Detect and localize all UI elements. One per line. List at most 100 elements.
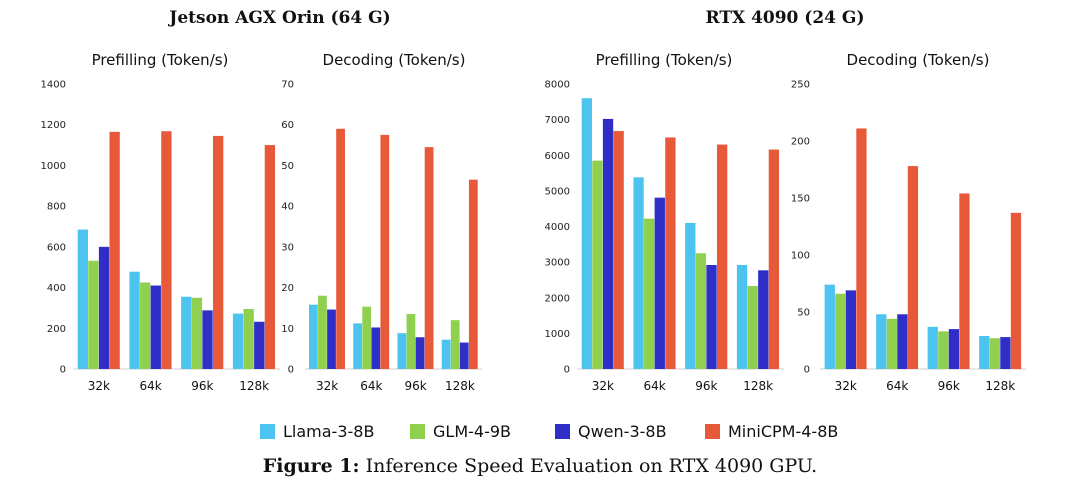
y-tick-label: 6000	[545, 151, 570, 162]
bar	[202, 310, 213, 369]
bar	[77, 229, 88, 369]
legend-swatch-glm	[410, 424, 425, 439]
bar	[98, 246, 110, 369]
y-tick-label: 0	[804, 365, 810, 376]
x-tick-label: 128k	[445, 379, 475, 393]
bar	[371, 327, 381, 369]
bar	[140, 282, 151, 369]
bar	[88, 260, 99, 369]
legend-item-minicpm: MiniCPM-4-8B	[705, 422, 838, 441]
bar	[243, 308, 254, 369]
y-tick-label: 250	[791, 80, 810, 91]
y-tick-label: 0	[60, 365, 66, 376]
bar	[633, 177, 644, 369]
bar	[581, 98, 592, 369]
bar	[353, 323, 363, 369]
bar	[886, 318, 897, 369]
figure-caption-text: Inference Speed Evaluation on RTX 4090 G…	[359, 455, 818, 477]
bar	[308, 304, 318, 369]
bar	[845, 290, 857, 369]
legend-label-glm: GLM-4-9B	[433, 422, 511, 441]
x-tick-label: 32k	[835, 379, 857, 393]
bar	[959, 193, 970, 369]
bar	[768, 149, 780, 369]
y-tick-label: 200	[47, 324, 66, 335]
x-tick-label: 96k	[191, 379, 213, 393]
group-title-rtx4090: RTX 4090 (24 G)	[705, 8, 865, 28]
bar	[380, 134, 390, 369]
y-tick-label: 4000	[545, 222, 570, 233]
y-tick-label: 1200	[41, 120, 66, 131]
bar	[232, 313, 244, 369]
y-tick-label: 30	[281, 242, 294, 253]
y-tick-label: 5000	[545, 186, 570, 197]
bar	[415, 337, 425, 369]
legend: Llama-3-8B GLM-4-9B Qwen-3-8B MiniCPM-4-…	[0, 422, 1080, 446]
y-tick-label: 100	[791, 251, 810, 262]
x-tick-label: 32k	[316, 379, 338, 393]
bar	[907, 166, 919, 369]
bar	[1010, 212, 1022, 369]
bar	[644, 218, 655, 369]
bar	[254, 321, 265, 369]
bar	[129, 271, 140, 369]
y-tick-label: 60	[281, 120, 294, 131]
legend-item-llama: Llama-3-8B	[260, 422, 374, 441]
bar	[109, 131, 120, 369]
x-tick-label: 32k	[88, 379, 110, 393]
bar	[602, 118, 614, 369]
bar	[948, 329, 960, 369]
bar	[835, 293, 846, 369]
bar	[979, 335, 990, 369]
y-tick-label: 1000	[545, 329, 570, 340]
y-tick-label: 1400	[41, 80, 66, 91]
bar	[181, 296, 192, 369]
bar	[716, 144, 728, 369]
bar	[736, 264, 748, 369]
y-tick-label: 10	[281, 324, 294, 335]
figure-caption: Figure 1: Inference Speed Evaluation on …	[0, 455, 1080, 477]
x-tick-label: 64k	[886, 379, 908, 393]
chart-title: Prefilling (Token/s)	[92, 51, 229, 69]
y-tick-label: 400	[47, 283, 66, 294]
bar	[161, 131, 172, 369]
chart-title: Decoding (Token/s)	[323, 51, 466, 69]
bar	[468, 179, 478, 369]
bar	[1000, 337, 1011, 369]
bar	[327, 309, 336, 369]
figure-caption-label: Figure 1:	[262, 455, 360, 477]
y-tick-label: 800	[47, 202, 66, 213]
chart-title: Decoding (Token/s)	[847, 51, 990, 69]
y-tick-label: 0	[288, 365, 294, 376]
legend-item-glm: GLM-4-9B	[410, 422, 511, 441]
bar	[989, 338, 1000, 369]
bar	[695, 253, 707, 369]
bar	[212, 135, 224, 369]
y-tick-label: 1000	[41, 161, 66, 172]
bar	[654, 197, 665, 369]
y-tick-label: 40	[281, 202, 294, 213]
bar	[592, 160, 603, 369]
x-tick-label: 96k	[405, 379, 427, 393]
bar	[824, 284, 835, 369]
y-tick-label: 20	[281, 283, 294, 294]
x-tick-label: 32k	[592, 379, 614, 393]
bar	[938, 331, 949, 369]
charts-canvas: Prefilling (Token/s)02004006008001000120…	[41, 51, 1026, 393]
bar	[406, 314, 416, 369]
y-tick-label: 3000	[545, 258, 570, 269]
legend-item-qwen: Qwen-3-8B	[555, 422, 667, 441]
x-tick-label: 64k	[360, 379, 382, 393]
chart-title: Prefilling (Token/s)	[596, 51, 733, 69]
y-tick-label: 150	[791, 194, 810, 205]
bar	[150, 285, 161, 369]
y-tick-label: 0	[564, 365, 570, 376]
legend-swatch-minicpm	[705, 424, 720, 439]
bar	[897, 314, 908, 369]
bar	[613, 131, 624, 369]
bar	[747, 285, 758, 369]
bar	[362, 306, 372, 369]
y-tick-label: 600	[47, 242, 66, 253]
y-tick-label: 70	[281, 80, 294, 91]
group-title-jetson: Jetson AGX Orin (64 G)	[169, 8, 391, 28]
